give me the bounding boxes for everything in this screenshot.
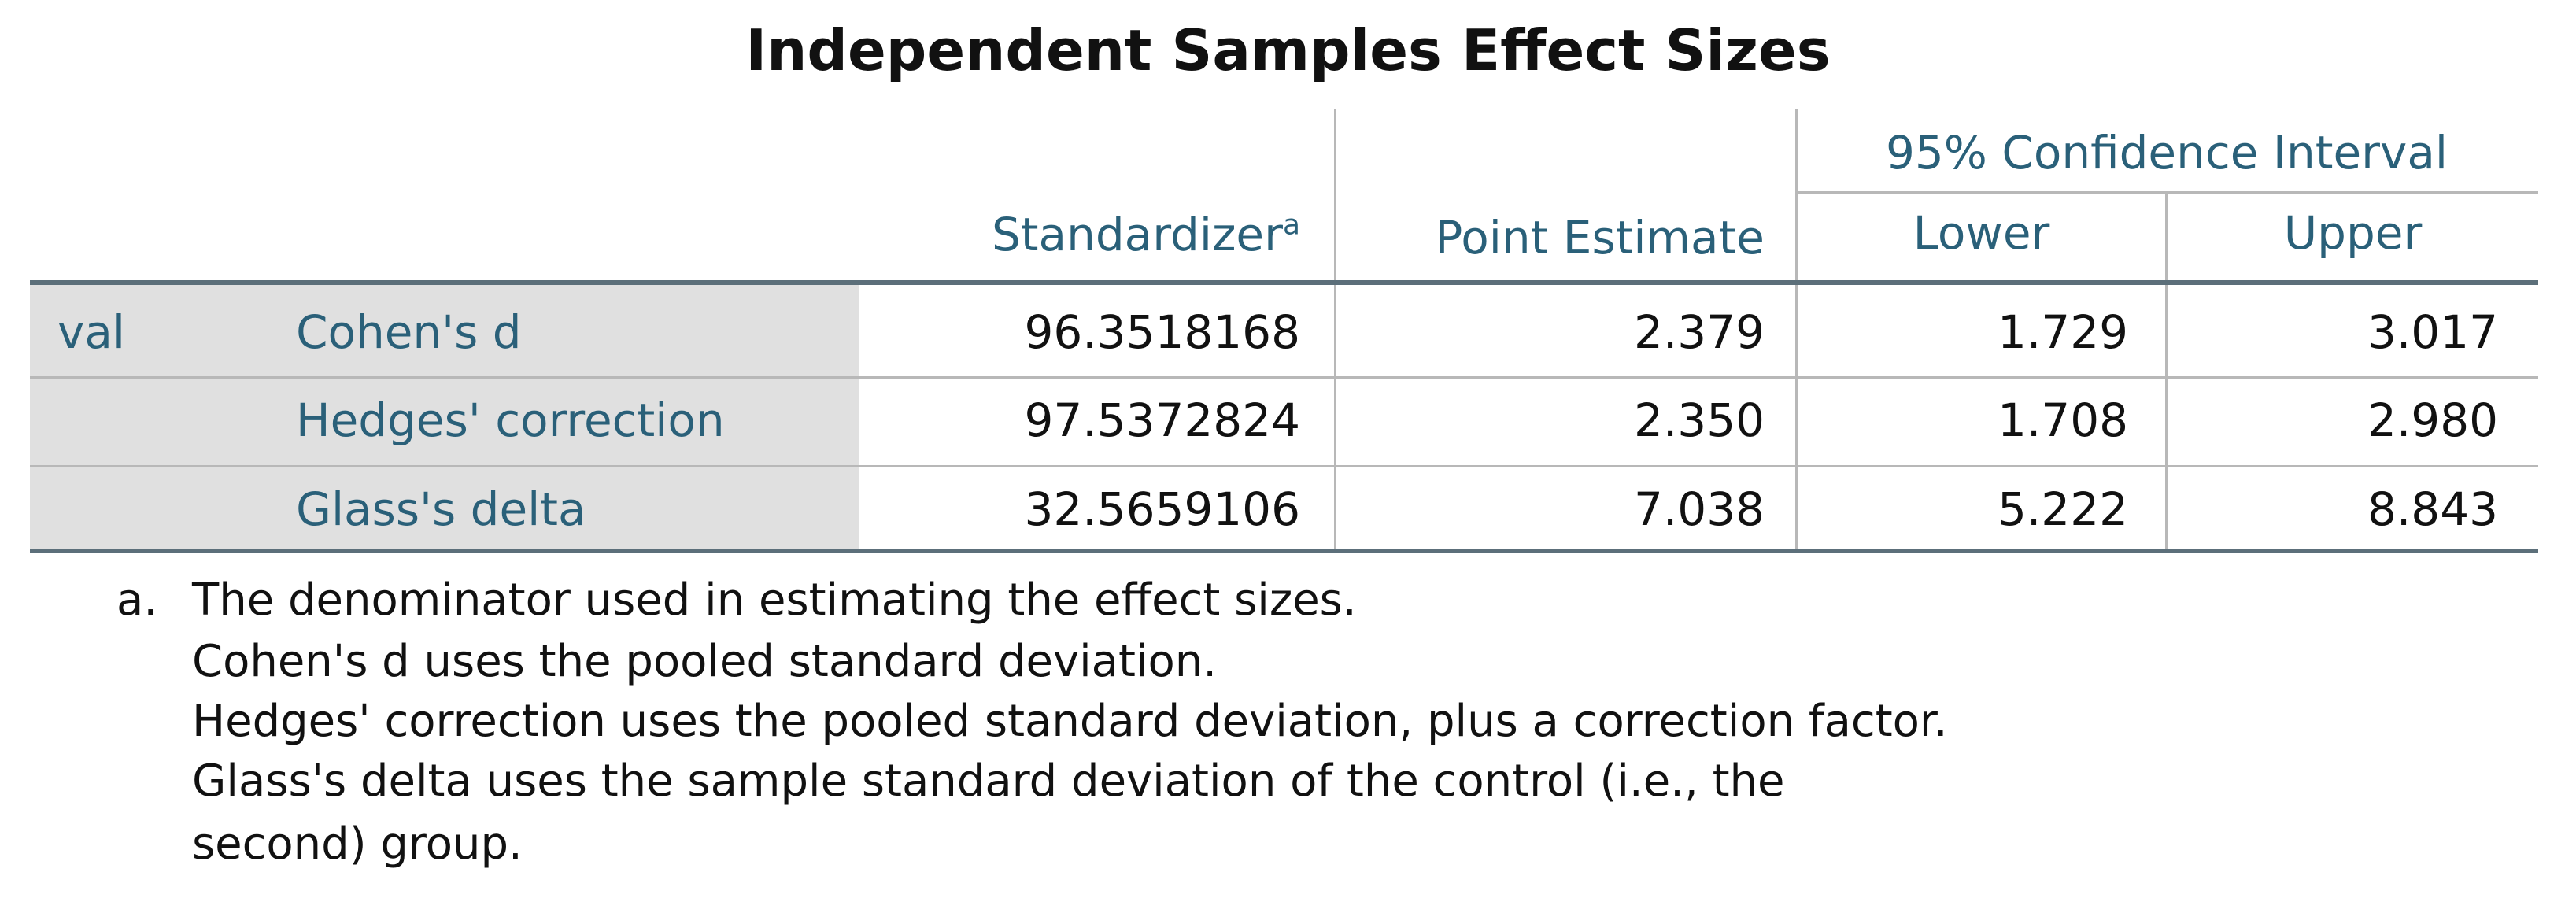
- row-label: Cohen's d: [296, 305, 522, 359]
- cell: 7.038: [1633, 482, 1765, 536]
- v-line: [1795, 109, 1798, 550]
- cell: 1.708: [1997, 394, 2128, 447]
- bottom-rule: [30, 549, 2538, 553]
- cell: 8.843: [2367, 482, 2498, 536]
- cell: 32.5659106: [1024, 482, 1300, 536]
- col-header-text: Standardizer: [991, 208, 1283, 261]
- cell: 3.017: [2367, 305, 2498, 359]
- cell: 1.729: [1997, 305, 2128, 359]
- row-label: Glass's delta: [296, 482, 586, 536]
- cell: 5.222: [1997, 482, 2128, 536]
- row-header-bg: [30, 285, 859, 550]
- v-line: [1334, 109, 1336, 550]
- footnote-line: The denominator used in estimating the e…: [192, 575, 1357, 626]
- footnote-line: Hedges' correction uses the pooled stand…: [192, 696, 1948, 747]
- h-line: [30, 465, 2538, 467]
- footnote-line: Glass's delta uses the sample standard d…: [192, 756, 1785, 807]
- cell: 2.980: [2367, 394, 2498, 447]
- ci-header: 95% Confidence Interval: [1885, 126, 2448, 179]
- title: Independent Samples Effect Sizes: [745, 17, 1831, 83]
- header-rule: [30, 280, 2538, 285]
- col-header: Standardizera: [859, 208, 1300, 261]
- footnote-line: Cohen's d uses the pooled standard devia…: [192, 636, 1218, 687]
- cell: 96.3518168: [1024, 305, 1300, 359]
- col-header: Lower: [1913, 206, 2050, 260]
- h-line: [30, 376, 2538, 379]
- cell: 97.5372824: [1024, 394, 1300, 447]
- footnote-line: second) group.: [192, 819, 523, 870]
- h-line: [1795, 191, 2538, 194]
- cell: 2.379: [1633, 305, 1765, 359]
- v-line: [2165, 193, 2168, 550]
- cell: 2.350: [1633, 394, 1765, 447]
- footnote-ref: a: [1282, 209, 1300, 242]
- group-label: val: [57, 305, 125, 359]
- row-label: Hedges' correction: [296, 394, 725, 447]
- col-header: Point Estimate: [1435, 211, 1765, 264]
- footnote-marker: a.: [116, 575, 158, 626]
- col-header: Upper: [2283, 206, 2423, 260]
